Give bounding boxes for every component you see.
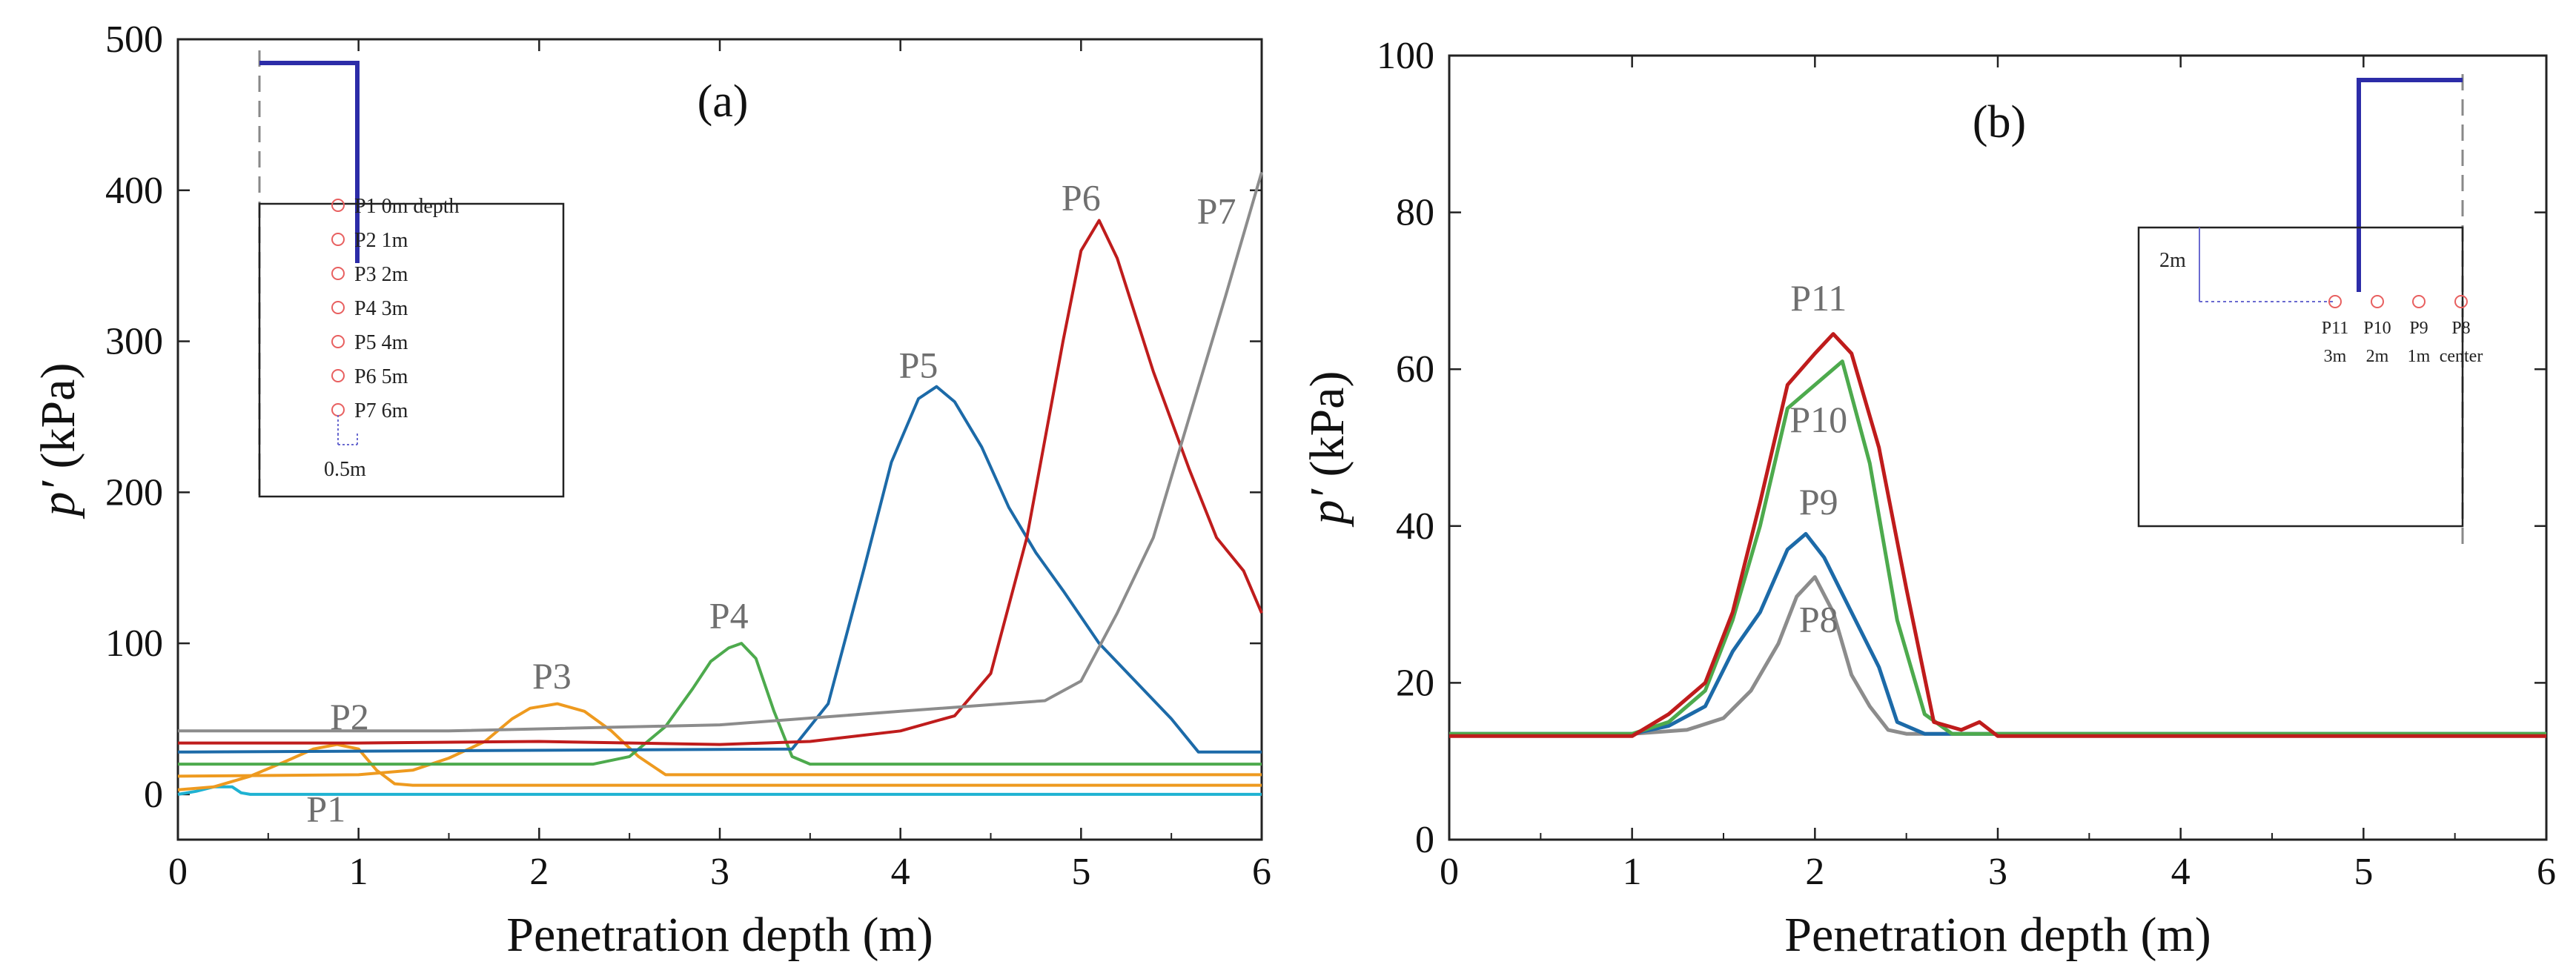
series-label-p5: P5 — [899, 344, 938, 385]
series-label-p7: P7 — [1197, 190, 1236, 232]
x-tick-label: 5 — [1071, 851, 1090, 893]
inset-marker — [331, 233, 345, 246]
panel-tag-a: (a) — [698, 76, 749, 127]
inset-diagram-a: P1 0m depth P2 1m P3 2m P4 3m P5 4m P6 5m P7 6… — [258, 50, 565, 498]
series-b: P8 P9 P10 P11 — [1449, 277, 2546, 738]
series-line-p5 — [177, 385, 1262, 754]
x-tick-label: 3 — [710, 851, 729, 893]
inset-b-items: P11 3m P10 2m P9 1m P8 center — [2322, 295, 2483, 366]
y-tick-label: 60 — [1396, 348, 1434, 391]
series-label-p10: P10 — [1789, 399, 1847, 440]
soil-box-b — [2137, 226, 2464, 528]
y-tick-label: 100 — [105, 623, 163, 665]
x-tick-label: 2 — [1805, 851, 1824, 893]
inset-item-label: P3 2m — [354, 263, 408, 286]
x-tick-label: 3 — [1988, 851, 2007, 893]
series-label-p3: P3 — [532, 655, 572, 697]
series-line-p11 — [1449, 332, 2546, 738]
y-tick-label: 40 — [1396, 505, 1434, 548]
inset-marker — [331, 335, 345, 348]
panel-a: 0 1 2 3 4 5 6 0 100 200 300 400 500 P1 0m depth P2 1m… — [31, 19, 1271, 962]
y-tick-label: 400 — [105, 170, 163, 212]
series-label-p9: P9 — [1799, 481, 1838, 522]
inset-item-label: P10 — [2363, 319, 2391, 338]
inset-item-label: P9 — [2409, 319, 2428, 338]
y-tick-label: 500 — [105, 19, 163, 61]
ticks-a: 0 1 2 3 4 5 6 0 100 200 300 400 500 — [105, 19, 1271, 893]
x-tick-label: 6 — [2537, 851, 2556, 893]
series-line-p8 — [1449, 575, 2546, 736]
inset-marker — [2371, 295, 2384, 308]
x-axis-label-a: Penetration depth (m) — [506, 908, 933, 962]
series-line-p4 — [178, 642, 1262, 766]
inset-marker — [2454, 295, 2468, 308]
y-axis-label-a: p′ (kPa) — [31, 363, 85, 519]
series-label-p8: P8 — [1799, 599, 1838, 640]
y-tick-label: 0 — [144, 774, 163, 816]
x-axis-label-b: Penetration depth (m) — [1784, 908, 2211, 962]
series-line-p6 — [178, 219, 1263, 746]
x-tick-label: 1 — [1623, 851, 1642, 893]
y-tick-label: 0 — [1415, 819, 1434, 861]
inset-item-label: P8 — [2451, 319, 2470, 338]
inset-marker — [2412, 295, 2426, 308]
y-axis-unit-a: (kPa) — [31, 363, 85, 481]
inset-item-label: P1 0m depth — [354, 195, 460, 218]
y-axis-symbol-b: p′ — [1300, 488, 1354, 527]
x-tick-label: 6 — [1252, 851, 1271, 893]
inset-marker — [331, 301, 345, 314]
x-tick-label: 2 — [529, 851, 549, 893]
inset-marker — [331, 369, 345, 382]
y-tick-label: 20 — [1396, 662, 1434, 704]
inset-item-sublabel: 2m — [2366, 347, 2389, 366]
inset-item-sublabel: 3m — [2324, 347, 2347, 366]
series-line-p10 — [1449, 359, 2546, 736]
inset-a-items: P1 0m depth P2 1m P3 2m P4 3m P5 4m P6 5m P7 6… — [331, 195, 460, 434]
inset-item-sublabel: center — [2440, 347, 2483, 366]
series-line-p9 — [1449, 531, 2546, 736]
y-axis-label-b: p′ (kPa) — [1300, 371, 1354, 528]
x-tick-label: 1 — [349, 851, 368, 893]
x-tick-label: 0 — [168, 851, 188, 893]
panel-tag-b: (b) — [1973, 97, 2026, 147]
y-axis-unit-b: (kPa) — [1300, 371, 1354, 489]
inset-marker — [2328, 295, 2342, 308]
x-tick-label: 4 — [891, 851, 910, 893]
inset-item-label: P7 6m — [354, 399, 408, 422]
inset-item-label: P5 4m — [354, 331, 408, 354]
y-tick-label: 300 — [105, 321, 163, 363]
inset-dim-label-a: 0.5m — [324, 458, 366, 481]
soil-box-a — [258, 202, 565, 498]
inset-item-label: P4 3m — [354, 297, 408, 320]
inset-marker — [331, 267, 345, 280]
y-axis-symbol-a: p′ — [31, 479, 85, 519]
inset-diagram-b: 2m P11 3m P10 2m P9 1m P8 center — [2137, 74, 2483, 548]
inset-item-sublabel: 1m — [2408, 347, 2431, 366]
y-tick-label: 80 — [1396, 192, 1434, 234]
series-line-p7 — [178, 171, 1263, 733]
inset-item-label: P2 1m — [354, 229, 408, 252]
x-tick-label: 4 — [2171, 851, 2191, 893]
inset-item-label: P11 — [2322, 319, 2348, 338]
inset-dim-label-b: 2m — [2159, 249, 2186, 272]
x-tick-label: 5 — [2354, 851, 2373, 893]
series-label-p1: P1 — [306, 789, 345, 830]
y-tick-label: 100 — [1377, 35, 1434, 77]
x-tick-label: 0 — [1440, 851, 1459, 893]
inset-item-label: P6 5m — [354, 365, 408, 388]
series-label-p11: P11 — [1790, 277, 1847, 319]
series-line-p3 — [177, 702, 1262, 778]
inset-marker — [331, 199, 345, 212]
y-tick-label: 200 — [105, 471, 163, 514]
series-label-p6: P6 — [1062, 176, 1101, 218]
pile-shape-a — [259, 61, 360, 263]
pile-shape-b — [2357, 78, 2463, 292]
series-label-p4: P4 — [709, 595, 749, 637]
series-line-p1 — [177, 785, 1262, 796]
